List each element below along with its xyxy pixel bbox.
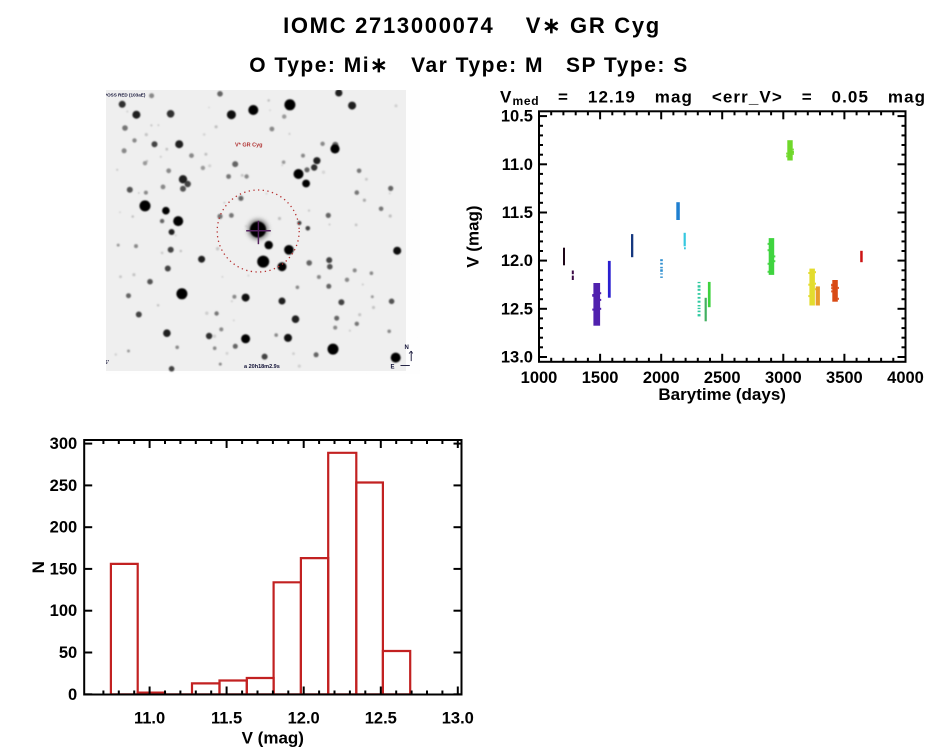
svg-text:V (mag): V (mag) bbox=[242, 729, 304, 747]
svg-text:Barytime (days): Barytime (days) bbox=[658, 385, 786, 404]
svg-text:POSS RED (103aE): POSS RED (103aE) bbox=[106, 93, 146, 98]
svg-text:3500: 3500 bbox=[826, 369, 863, 387]
svg-text:E: E bbox=[391, 365, 395, 371]
svg-text:a 20h18m2.9s: a 20h18m2.9s bbox=[244, 364, 280, 370]
svg-text:12.5: 12.5 bbox=[501, 300, 533, 318]
svg-text:150: 150 bbox=[50, 560, 78, 578]
svg-text:11.0: 11.0 bbox=[502, 156, 533, 174]
svg-text:100: 100 bbox=[50, 602, 78, 620]
svg-text:V* GR Cyg: V* GR Cyg bbox=[235, 143, 263, 149]
svg-text:12.0: 12.0 bbox=[288, 710, 320, 728]
svg-text:12.5: 12.5 bbox=[365, 710, 397, 728]
svg-text:300: 300 bbox=[50, 435, 78, 453]
svg-text:12.0: 12.0 bbox=[501, 252, 533, 270]
svg-text:1500: 1500 bbox=[582, 369, 619, 387]
svg-text:4000: 4000 bbox=[887, 369, 924, 387]
svg-text:3000: 3000 bbox=[765, 369, 802, 387]
svg-text:13.0: 13.0 bbox=[442, 710, 474, 728]
svg-text:N: N bbox=[29, 561, 48, 573]
svg-text:.5': .5' bbox=[106, 360, 110, 366]
svg-text:11.5: 11.5 bbox=[502, 204, 533, 222]
svg-text:200: 200 bbox=[50, 519, 78, 537]
svg-text:Vmed = 12.19 mag <err_V> = 0.0: Vmed = 12.19 mag <err_V> = 0.05 mag bbox=[500, 88, 926, 109]
svg-text:2000: 2000 bbox=[643, 369, 680, 387]
svg-text:1000: 1000 bbox=[521, 369, 558, 387]
svg-text:V (mag): V (mag) bbox=[464, 205, 483, 267]
svg-text:11.5: 11.5 bbox=[211, 710, 242, 728]
svg-text:10.5: 10.5 bbox=[501, 108, 533, 126]
svg-text:250: 250 bbox=[50, 477, 78, 495]
svg-text:13.0: 13.0 bbox=[501, 349, 533, 367]
svg-text:N: N bbox=[405, 345, 409, 351]
svg-text:2500: 2500 bbox=[704, 369, 741, 387]
svg-text:11.0: 11.0 bbox=[134, 710, 165, 728]
svg-text:0: 0 bbox=[68, 686, 77, 704]
svg-text:50: 50 bbox=[59, 644, 77, 662]
